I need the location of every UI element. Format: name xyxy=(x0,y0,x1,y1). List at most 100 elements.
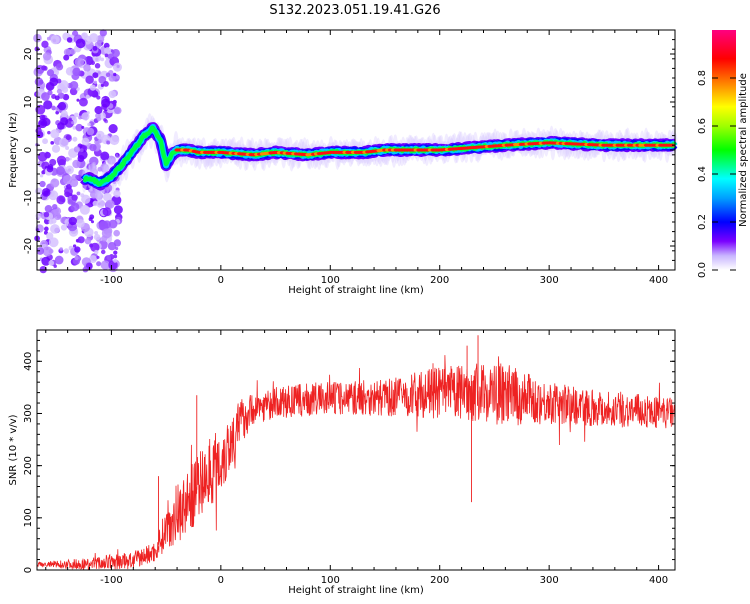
colorbar-ticks: 0.0 0.2 0.4 0.6 0.8 xyxy=(697,70,736,278)
spectrogram-noise-blob xyxy=(75,38,86,49)
spectrogram-noise-blob xyxy=(56,195,66,205)
spectrogram-noise-blob xyxy=(98,220,109,231)
spectrogram-x-tick-label: 200 xyxy=(430,275,449,286)
snr-ticks: -100 0 100 200 300 400 0 100 200 300 400 xyxy=(23,329,675,586)
spectrogram-noise-blob xyxy=(90,242,100,252)
spectrogram-noise-blob xyxy=(69,87,78,96)
spectrogram-noise-blob xyxy=(92,45,98,51)
snr-x-tick-label: 0 xyxy=(218,575,224,586)
spectrogram-noise-blob xyxy=(51,144,61,153)
colorbar-tick-label: 0.6 xyxy=(697,118,708,134)
spectrogram-noise-blob xyxy=(103,80,109,87)
spectrogram-noise-blob xyxy=(57,101,67,111)
spectrogram-noise-blob xyxy=(42,138,48,145)
spectrogram-y-tick-label: -20 xyxy=(23,238,34,254)
snr-x-tick-label: -100 xyxy=(100,575,123,586)
spectrogram-noise-blob xyxy=(103,42,110,49)
snr-y-tick-label: 400 xyxy=(23,352,34,371)
spectrogram-noise-blob xyxy=(94,249,99,255)
spectrogram-noise-blob xyxy=(106,255,112,261)
spectrogram-noise-blob xyxy=(74,246,81,253)
spectrogram-noise-blob xyxy=(102,207,112,217)
spectrogram-noise-blob xyxy=(105,199,115,209)
spectrogram-noise-blob xyxy=(66,37,73,43)
spectrogram-noise-blob xyxy=(113,189,121,198)
spectrogram-noise-blob xyxy=(69,48,76,55)
snr-x-tick-label: 200 xyxy=(430,575,449,586)
spectrogram-noise-blob xyxy=(39,180,46,188)
spectrogram-noise-blob xyxy=(57,122,65,130)
spectrogram-noise-blob xyxy=(77,155,85,163)
spectrogram-noise-blob xyxy=(44,226,49,232)
spectrogram-noise-blob xyxy=(109,135,120,146)
spectrogram-noise-blob xyxy=(42,52,52,61)
spectrogram-noise-blob xyxy=(72,159,81,169)
snr-y-tick-label: 0 xyxy=(23,567,34,573)
spectrogram-noise-blob xyxy=(97,71,101,75)
spectrogram-noise-blob xyxy=(43,100,53,110)
spectrogram-noise-blob xyxy=(99,29,107,37)
spectrogram-noise-blob xyxy=(89,190,98,199)
spectrogram-noise-blob xyxy=(101,228,112,239)
spectrogram-noise-blob xyxy=(49,77,59,87)
spectrogram-noise-blob xyxy=(103,192,112,202)
spectrogram-noise-blob xyxy=(96,116,102,122)
spectrogram-noise-blob xyxy=(81,137,90,146)
spectrogram-noise-blob xyxy=(83,64,91,72)
spectrogram-noise-blob xyxy=(48,260,55,266)
spectrogram-noise-blob xyxy=(44,204,53,213)
spectrogram-noise-blob xyxy=(79,148,84,153)
spectrogram-noise-blob xyxy=(114,106,122,115)
colorbar-tick-label: 0.8 xyxy=(697,70,708,86)
spectrogram-noise-blob xyxy=(55,166,65,176)
colorbar-tick-label: 0.2 xyxy=(697,214,708,230)
spectrogram-x-tick-label: 0 xyxy=(218,275,224,286)
spectrogram-noise-blob xyxy=(100,249,106,255)
spectrogram-noise-blob xyxy=(73,112,79,118)
spectrogram-noise-blob xyxy=(54,95,60,101)
spectrogram-noise-blob xyxy=(87,122,91,127)
spectrogram-noise-blob xyxy=(63,54,70,61)
spectrogram-noise-blob xyxy=(39,114,46,121)
spectrogram-noise-blob xyxy=(116,64,120,68)
spectrogram-noise-blob xyxy=(96,199,105,208)
spectrogram-noise-blob xyxy=(64,187,73,196)
spectrogram-noise-blob xyxy=(65,134,72,141)
spectrogram-noise-blob xyxy=(65,165,74,175)
spectrogram-noise-blob xyxy=(96,95,101,100)
snr-panel: -100 0 100 200 300 400 0 100 200 300 400 Height of… xyxy=(8,329,676,596)
spectrogram-noise-blob xyxy=(41,65,47,71)
spectrogram-noise-blob xyxy=(60,224,68,231)
spectrogram-noise-blob xyxy=(65,66,75,76)
spectrogram-noise-blob xyxy=(50,218,57,224)
spectrogram-y-tick-label: -10 xyxy=(23,190,34,206)
spectrogram-noise-blob xyxy=(50,178,60,188)
spectrogram-noise-blob xyxy=(56,63,64,71)
spectrogram-noise-blob xyxy=(100,260,111,270)
spectrogram-noise-blob xyxy=(56,155,67,166)
spectrogram-noise-blob xyxy=(108,90,117,99)
spectrogram-noise-blob xyxy=(73,146,81,153)
spectrogram-noise-blob xyxy=(101,98,111,108)
snr-spikes xyxy=(158,335,479,545)
spectrogram-noise-blob xyxy=(94,106,103,115)
spectrogram-noise-blob xyxy=(75,123,83,132)
spectrogram-noise-blob xyxy=(72,67,81,76)
spectrogram-noise-blob xyxy=(76,98,80,102)
spectrogram-noise-blob xyxy=(94,230,99,235)
spectrogram-noise-blob xyxy=(40,121,46,127)
spectrogram-noise-blob xyxy=(92,72,99,79)
spectrogram-noise-blob xyxy=(108,219,118,229)
spectrogram-noise-blob xyxy=(89,143,97,152)
colorbar: 0.0 0.2 0.4 0.6 0.8 Normalized spectral ampl… xyxy=(697,30,749,278)
snr-x-tick-label: 400 xyxy=(649,575,668,586)
spectrogram-noise-blob xyxy=(108,74,116,82)
spectrogram-noise-blob xyxy=(80,193,85,198)
spectrogram-noise-blob xyxy=(55,110,59,115)
spectrogram-noise-blob xyxy=(46,36,51,41)
spectrogram-noise-blob xyxy=(115,75,120,80)
spectrogram-noise-blob xyxy=(71,121,75,125)
spectrogram-noise-blob xyxy=(113,205,123,215)
colorbar-tick-label: 0.4 xyxy=(697,166,708,182)
